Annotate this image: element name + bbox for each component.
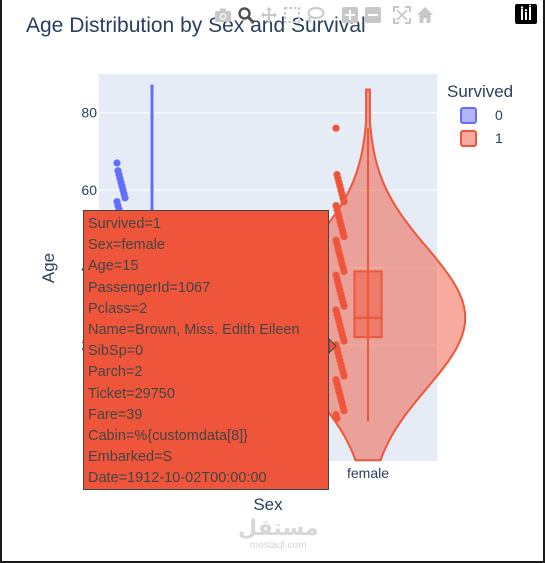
data-point: [340, 337, 348, 345]
box-female: [353, 270, 383, 339]
hover-line: Date=1912-10-02T00:00:00: [88, 470, 267, 487]
hover-line: Embarked=S: [88, 449, 173, 466]
chart-title: Age Distribution by Sex and Survival: [26, 14, 366, 37]
hover-line: Cabin=%{customdata[8]}: [88, 428, 249, 445]
watermark-arabic: مستقل: [238, 516, 319, 541]
hover-line: Parch=2: [88, 364, 143, 381]
y-tick-label: 80: [81, 105, 97, 121]
legend-label-1: 1: [495, 130, 503, 146]
legend-swatch-1: [460, 130, 477, 147]
data-point: [340, 407, 348, 415]
data-point: [340, 372, 348, 380]
y-axis-title: Age: [39, 253, 58, 283]
camera-icon[interactable]: [212, 4, 234, 26]
data-point: [333, 414, 341, 423]
data-point: [113, 159, 121, 167]
data-point: [340, 232, 348, 241]
zoom-out-icon[interactable]: [362, 4, 384, 26]
hover-line: PassengerId=1067: [88, 279, 211, 296]
x-axis-title: Sex: [253, 495, 283, 514]
pan-icon[interactable]: [258, 4, 280, 26]
watermark-latin: mostaql.com: [249, 540, 307, 551]
autoscale-icon[interactable]: [391, 4, 413, 26]
hover-tooltip: Survived=1 Sex=female Age=15 PassengerId=10…: [83, 210, 329, 490]
hover-line: Ticket=29750: [88, 385, 175, 402]
modebar: [212, 4, 437, 26]
hover-line: Pclass=2: [88, 300, 148, 317]
hover-line: Name=Brown, Miss. Edith Eileen: [88, 322, 300, 339]
frame-bottom-border: [0, 561, 545, 563]
plotly-logo-icon[interactable]: [515, 4, 537, 24]
data-point: [340, 302, 348, 310]
legend-label-0: 0: [495, 107, 503, 123]
hover-line: Survived=1: [88, 216, 161, 232]
data-point: [332, 124, 340, 132]
box-select-icon[interactable]: [281, 4, 303, 26]
legend-swatch-0: [460, 107, 477, 124]
hover-pointer: [328, 337, 337, 355]
hover-line: Sex=female: [88, 237, 165, 254]
frame-right-border: [543, 0, 545, 563]
reset-axes-icon[interactable]: [414, 4, 436, 26]
legend: Survived 0 1: [447, 82, 513, 147]
lasso-icon[interactable]: [304, 4, 326, 26]
hover-line: Fare=39: [88, 406, 143, 423]
data-point: [121, 194, 129, 202]
hover-line: SibSp=0: [88, 343, 144, 360]
frame-left-border: [0, 0, 2, 563]
legend-title: Survived: [447, 82, 513, 101]
hover-line: Age=15: [88, 258, 139, 275]
zoom-in-icon[interactable]: [339, 4, 361, 26]
watermark: مستقل mostaql.com: [238, 516, 319, 552]
y-tick-label: 60: [81, 182, 97, 198]
data-point: [340, 267, 348, 275]
data-point: [340, 198, 348, 206]
zoom-icon[interactable]: [235, 4, 257, 26]
x-tick-label-female: female: [347, 465, 389, 481]
